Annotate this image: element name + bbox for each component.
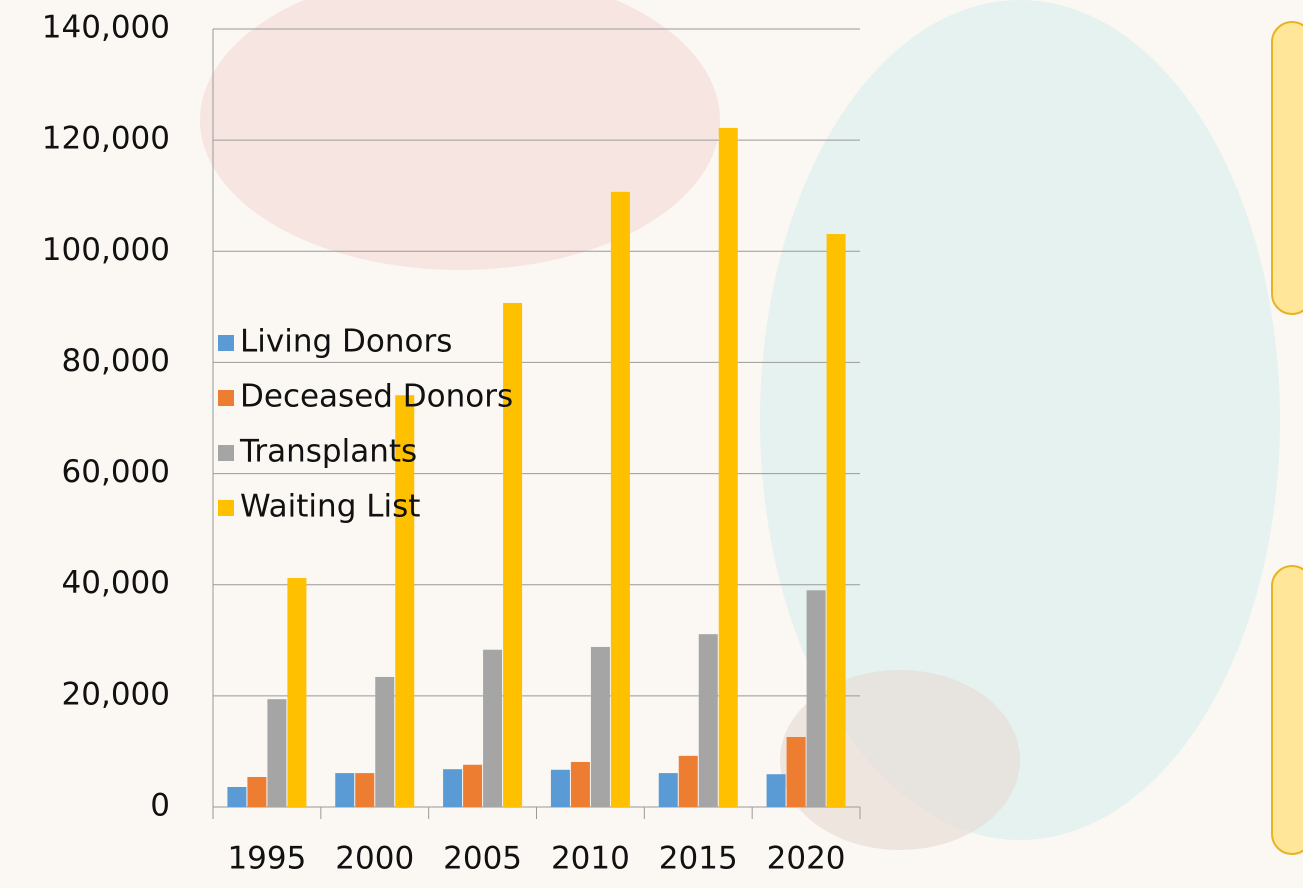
y-tick-label: 60,000 xyxy=(62,454,170,490)
bar xyxy=(787,737,806,807)
legend-swatch xyxy=(218,500,234,516)
bar xyxy=(355,773,374,807)
x-tick-label: 2020 xyxy=(767,841,846,877)
x-tick-label: 1995 xyxy=(227,841,306,877)
legend-swatch xyxy=(218,335,234,351)
bar xyxy=(483,650,502,807)
x-tick-label: 2015 xyxy=(659,841,738,877)
y-tick-label: 20,000 xyxy=(62,676,170,712)
bar xyxy=(827,234,846,807)
legend-swatch xyxy=(218,390,234,406)
bar xyxy=(679,756,698,807)
legend-swatch xyxy=(218,445,234,461)
y-tick-label: 40,000 xyxy=(62,565,170,601)
y-tick-label: 0 xyxy=(150,788,170,824)
bar xyxy=(591,647,610,807)
bar xyxy=(227,787,246,807)
bar xyxy=(335,773,354,807)
x-tick-label: 2000 xyxy=(335,841,414,877)
bar xyxy=(463,765,482,807)
bar xyxy=(375,677,394,807)
bar xyxy=(611,192,630,807)
x-tick-label: 2005 xyxy=(443,841,522,877)
bar xyxy=(659,773,678,807)
bar xyxy=(551,770,570,807)
callout-box xyxy=(1272,566,1303,854)
x-tick-label: 2010 xyxy=(551,841,630,877)
bar xyxy=(443,769,462,807)
page: {"chart_data": {"type": "bar", "categori… xyxy=(0,0,1303,888)
legend-label: Deceased Donors xyxy=(240,379,513,415)
bar xyxy=(247,777,266,807)
bar xyxy=(699,634,718,807)
y-tick-label: 100,000 xyxy=(42,232,170,268)
legend-label: Transplants xyxy=(239,434,417,470)
bar xyxy=(571,762,590,807)
bar xyxy=(287,578,306,807)
legend-label: Waiting List xyxy=(240,489,420,525)
bar xyxy=(767,774,786,807)
callout-box xyxy=(1272,22,1303,314)
bar xyxy=(807,590,826,807)
bar xyxy=(719,128,738,807)
y-tick-label: 140,000 xyxy=(42,10,170,46)
bar xyxy=(267,699,286,807)
y-tick-label: 120,000 xyxy=(42,121,170,157)
chart: 0 20,000 40,000 60,000 80,000 100,000 120,000 1… xyxy=(0,0,1303,888)
legend-label: Living Donors xyxy=(240,324,452,360)
y-tick-label: 80,000 xyxy=(62,343,170,379)
